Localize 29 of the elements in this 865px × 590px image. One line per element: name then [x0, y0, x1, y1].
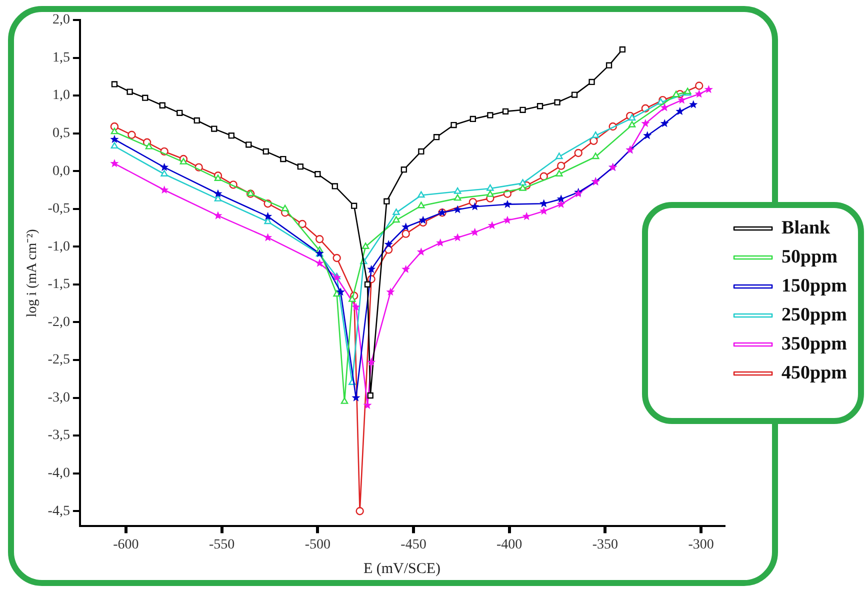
- y-tick-label: 0,5: [52, 126, 70, 141]
- y-tick-label: 0,0: [52, 164, 70, 179]
- y-tick-label: -0,5: [48, 202, 70, 217]
- y-tick-label: 1,0: [52, 88, 70, 104]
- legend-label: 350ppm: [782, 333, 848, 354]
- x-tick-label: -500: [304, 537, 330, 552]
- x-tick-label: -350: [592, 537, 618, 552]
- x-tick-label: -600: [113, 537, 139, 552]
- y-tick-label: -4,0: [48, 466, 70, 481]
- y-tick-label: 2,0: [52, 12, 70, 28]
- y-tick-label: -2,0: [48, 314, 70, 330]
- x-tick-label: -450: [400, 537, 426, 552]
- y-tick-label: -3,0: [48, 390, 70, 406]
- y-tick-label: -4,5: [48, 504, 70, 519]
- x-tick-label: -400: [496, 537, 522, 552]
- y-tick-label: -1,0: [48, 239, 70, 254]
- y-tick-label: -1,5: [48, 277, 70, 292]
- legend-label: 450ppm: [782, 362, 848, 384]
- y-tick-label: 1,5: [52, 50, 70, 66]
- y-axis-title: log i (mA cm⁻²): [25, 228, 40, 318]
- x-tick-label: -300: [688, 537, 714, 552]
- x-axis-title: E (mV/SCE): [363, 560, 441, 577]
- y-tick-label: -3,5: [48, 428, 70, 444]
- legend-label: 150ppm: [782, 275, 848, 296]
- legend-label: 250ppm: [782, 304, 848, 326]
- y-tick-label: -2,5: [48, 352, 70, 368]
- x-tick-label: -550: [208, 537, 235, 552]
- legend-label: Blank: [782, 217, 831, 238]
- legend-label: 50ppm: [782, 246, 838, 268]
